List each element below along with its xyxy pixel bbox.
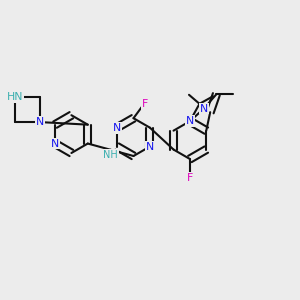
Text: NH: NH [103, 150, 118, 160]
Text: F: F [142, 99, 148, 109]
Text: N: N [51, 139, 59, 148]
Text: N: N [36, 117, 44, 127]
Text: N: N [200, 103, 208, 114]
Text: F: F [187, 172, 193, 183]
Text: N: N [146, 142, 154, 152]
Text: N: N [186, 116, 194, 126]
Text: N: N [113, 123, 121, 133]
Text: HN: HN [7, 92, 23, 102]
